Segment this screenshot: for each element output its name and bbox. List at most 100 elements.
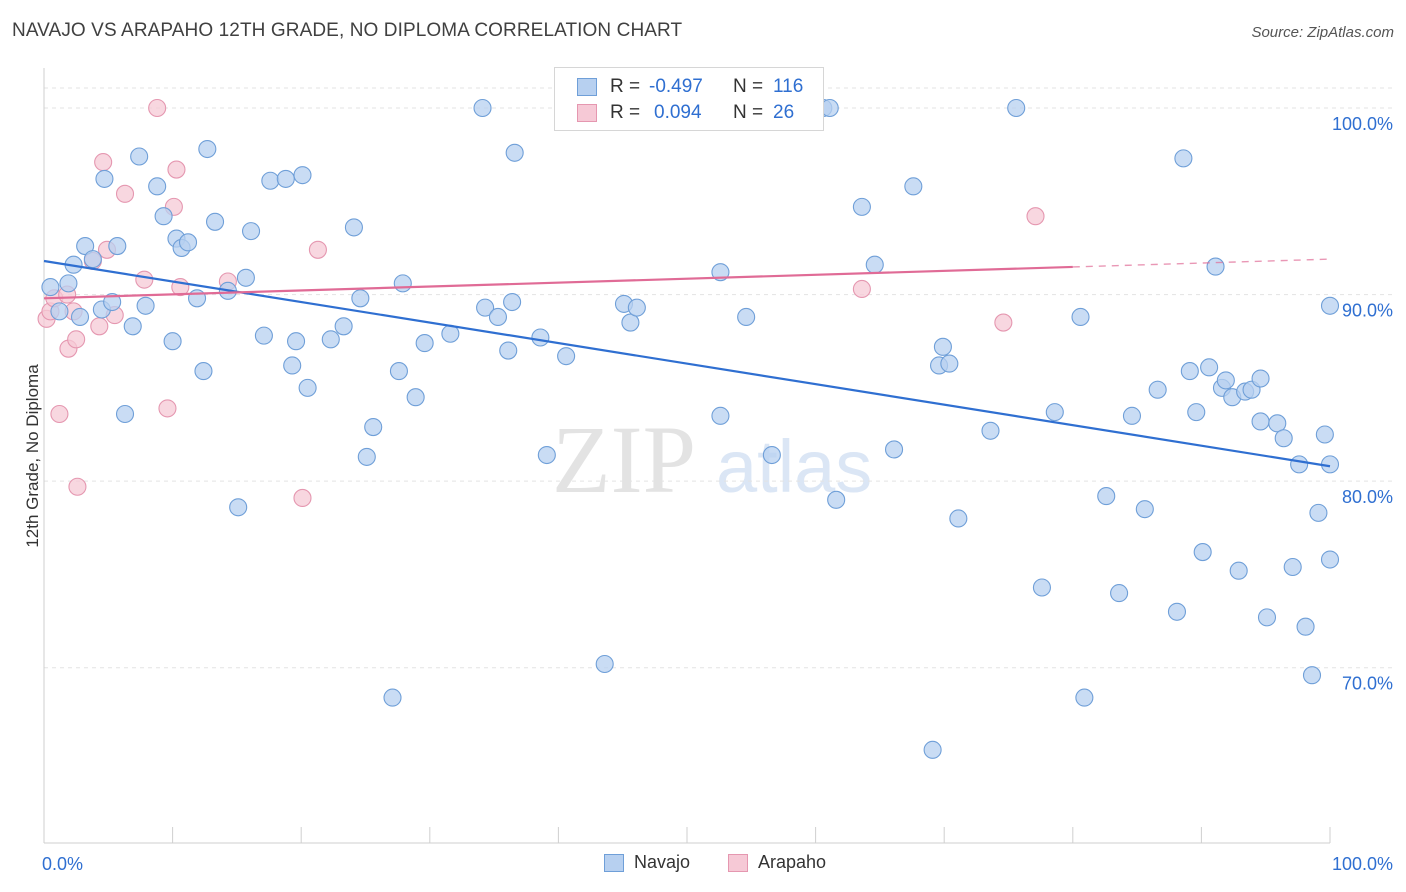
navajo-point <box>229 498 248 517</box>
navajo-point <box>334 317 353 336</box>
navajo-point <box>762 445 781 465</box>
y-tick-label: 70.0% <box>1342 674 1393 694</box>
navajo-point <box>557 347 576 366</box>
navajo-point <box>136 296 155 315</box>
navajo-point <box>1274 429 1293 448</box>
y-tick-label: 100.0% <box>1332 114 1393 134</box>
navajo-point <box>123 317 142 336</box>
navajo-point <box>1302 666 1322 685</box>
arapaho-trend-line <box>43 265 1073 300</box>
navajo-point <box>981 421 1000 440</box>
navajo-point <box>827 490 846 509</box>
navajo-point <box>488 307 508 327</box>
series-legend: Navajo Arapaho <box>0 852 1406 876</box>
navajo-point <box>505 143 524 162</box>
navajo-point <box>1071 307 1090 327</box>
navajo-point <box>406 388 425 407</box>
navajo-point <box>50 302 69 321</box>
legend-label-arapaho: Arapaho <box>758 852 827 872</box>
navajo-point <box>1174 149 1193 168</box>
navajo-point <box>1216 371 1235 390</box>
navajo-point <box>627 298 646 317</box>
navajo-point <box>1320 550 1340 569</box>
arapaho-point <box>68 477 87 496</box>
navajo-point <box>351 289 370 308</box>
navajo-point <box>393 274 412 293</box>
series-navajo-points <box>41 98 1340 759</box>
navajo-point <box>1187 403 1206 422</box>
navajo-point <box>108 237 127 256</box>
navajo-point <box>344 218 363 237</box>
navajo-point <box>737 307 756 327</box>
arapaho-point <box>50 404 69 424</box>
navajo-point <box>852 197 871 216</box>
arapaho-point <box>158 399 177 418</box>
navajo-point <box>261 171 280 190</box>
watermark: ZIP atlas <box>552 406 872 513</box>
navajo-point <box>236 268 255 287</box>
arapaho-point <box>115 184 135 203</box>
arapaho-point <box>67 330 86 349</box>
navajo-point <box>884 440 904 459</box>
navajo-point <box>1167 602 1187 621</box>
arapaho-point <box>94 153 113 172</box>
navajo-point <box>1251 369 1270 388</box>
arapaho-point <box>148 98 167 118</box>
navajo-point <box>130 147 149 166</box>
navajo-point <box>1268 414 1287 433</box>
watermark-atlas: atlas <box>716 425 872 508</box>
navajo-point <box>1110 584 1129 603</box>
navajo-point <box>293 166 312 185</box>
legend-n-label: N = <box>733 102 764 123</box>
legend-r-label: R = <box>610 102 641 123</box>
arapaho-point <box>293 488 312 508</box>
navajo-point <box>476 298 495 317</box>
navajo-point <box>70 307 90 327</box>
navajo-point <box>1193 543 1212 562</box>
correlation-legend: R = -0.497 N = 116 R = 0.094 N = 26 <box>554 67 824 131</box>
navajo-point <box>531 328 550 347</box>
y-tick-labels: 100.0% 90.0% 80.0% 70.0% <box>1332 114 1393 694</box>
navajo-point <box>904 177 923 196</box>
navajo-point <box>1320 296 1340 315</box>
navajo-point <box>865 255 884 274</box>
y-axis-title: 12th Grade, No Diploma <box>23 364 42 548</box>
navajo-point <box>537 445 556 465</box>
navajo-trend-line <box>43 259 1331 468</box>
navajo-point <box>933 337 952 356</box>
navajo-point <box>595 654 614 674</box>
navajo-point <box>1148 380 1167 399</box>
navajo-point <box>383 688 402 707</box>
arapaho-point <box>135 270 154 289</box>
navajo-point <box>711 406 730 425</box>
arapaho-point <box>852 279 871 299</box>
navajo-point <box>1206 257 1225 276</box>
navajo-point <box>1229 561 1248 580</box>
watermark-zip: ZIP <box>552 406 696 513</box>
navajo-point <box>283 356 302 375</box>
navajo-point <box>148 177 167 196</box>
navajo-point <box>1296 617 1315 636</box>
arapaho-point <box>90 317 109 336</box>
chart-source: Source: ZipAtlas.com <box>1251 24 1394 41</box>
navajo-point <box>115 404 135 424</box>
legend-n-value: 116 <box>773 76 804 97</box>
navajo-point <box>254 326 273 345</box>
legend-n-label: N = <box>733 76 764 97</box>
navajo-point <box>499 341 518 360</box>
x-tick-labels: 0.0% 100.0% <box>42 854 1393 874</box>
navajo-point <box>59 274 78 293</box>
legend-swatch-arapaho <box>728 854 748 872</box>
navajo-point <box>83 250 102 269</box>
navajo-point <box>187 289 207 308</box>
navajo-point <box>1122 406 1142 425</box>
navajo-point <box>103 292 122 312</box>
y-tick-label: 80.0% <box>1342 487 1393 507</box>
navajo-point <box>1007 98 1026 118</box>
legend-n-value: 26 <box>773 102 795 123</box>
navajo-point <box>1283 557 1302 577</box>
legend-swatch-arapaho <box>577 104 597 122</box>
x-tick-label: 100.0% <box>1332 854 1393 874</box>
navajo-point <box>357 447 376 466</box>
navajo-point <box>178 233 198 252</box>
